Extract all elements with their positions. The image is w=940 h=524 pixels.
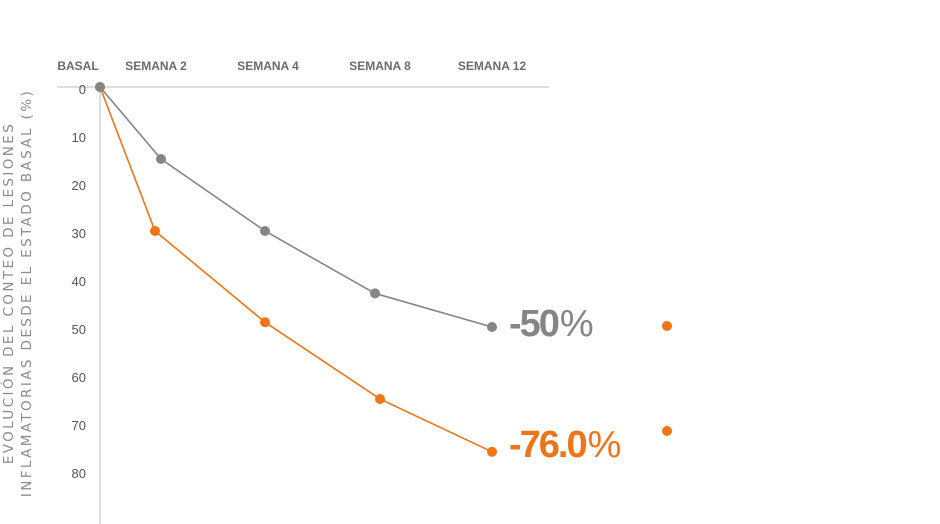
end-labels: -50% -76.0% — [509, 303, 621, 466]
y-tick-30: 30 — [72, 226, 86, 241]
end-label-gray-unit: % — [560, 303, 594, 345]
x-tick-semana-12: SEMANA 12 — [458, 59, 527, 73]
series-line-orange — [99, 86, 493, 453]
series-line-gray — [99, 86, 493, 328]
gray-series-marker — [662, 321, 672, 331]
x-tick-labels: BASAL SEMANA 2 SEMANA 4 SEMANA 8 SEMANA … — [57, 59, 526, 73]
y-tick-10: 10 — [72, 130, 86, 145]
end-label-gray: -50% — [509, 303, 594, 345]
x-tick-semana-8: SEMANA 8 — [349, 59, 411, 73]
series-layer — [95, 82, 497, 457]
data-point-orange-1 — [150, 226, 160, 236]
y-axis-title: EVOLUCIÓN DEL CONTEO DE LESIONES INFLAMA… — [0, 89, 35, 497]
end-label-gray-number: -50 — [509, 303, 559, 345]
data-point-gray-0 — [95, 82, 105, 92]
y-tick-0: 0 — [79, 82, 86, 97]
data-point-orange-3 — [375, 394, 385, 404]
y-axis-title-line-1: EVOLUCIÓN DEL CONTEO DE LESIONES — [0, 122, 17, 464]
y-tick-40: 40 — [72, 274, 86, 289]
series-markers-right — [662, 321, 672, 436]
end-label-orange: -76.0% — [509, 424, 621, 466]
data-point-gray-1 — [156, 154, 166, 164]
data-point-gray-3 — [370, 288, 380, 299]
y-tick-60: 60 — [72, 370, 86, 385]
end-label-orange-number: -76.0 — [509, 424, 586, 466]
y-tick-50: 50 — [72, 322, 86, 337]
end-label-orange-unit: % — [588, 424, 622, 466]
data-point-gray-4 — [487, 322, 497, 332]
y-tick-80: 80 — [72, 466, 86, 481]
data-point-orange-2 — [260, 317, 270, 328]
y-axis-title-line-2: INFLAMATORIAS DESDE EL ESTADO BASAL (%) — [19, 89, 35, 497]
x-tick-semana-2: SEMANA 2 — [125, 59, 187, 73]
x-tick-basal: BASAL — [57, 59, 98, 73]
data-point-gray-2 — [260, 226, 270, 236]
data-point-orange-4 — [487, 446, 497, 457]
y-tick-70: 70 — [72, 418, 86, 433]
y-tick-20: 20 — [72, 178, 86, 193]
y-tick-labels: 0 10 20 30 40 50 60 70 80 — [72, 82, 86, 481]
x-tick-semana-4: SEMANA 4 — [237, 59, 299, 73]
orange-series-marker — [662, 426, 672, 436]
